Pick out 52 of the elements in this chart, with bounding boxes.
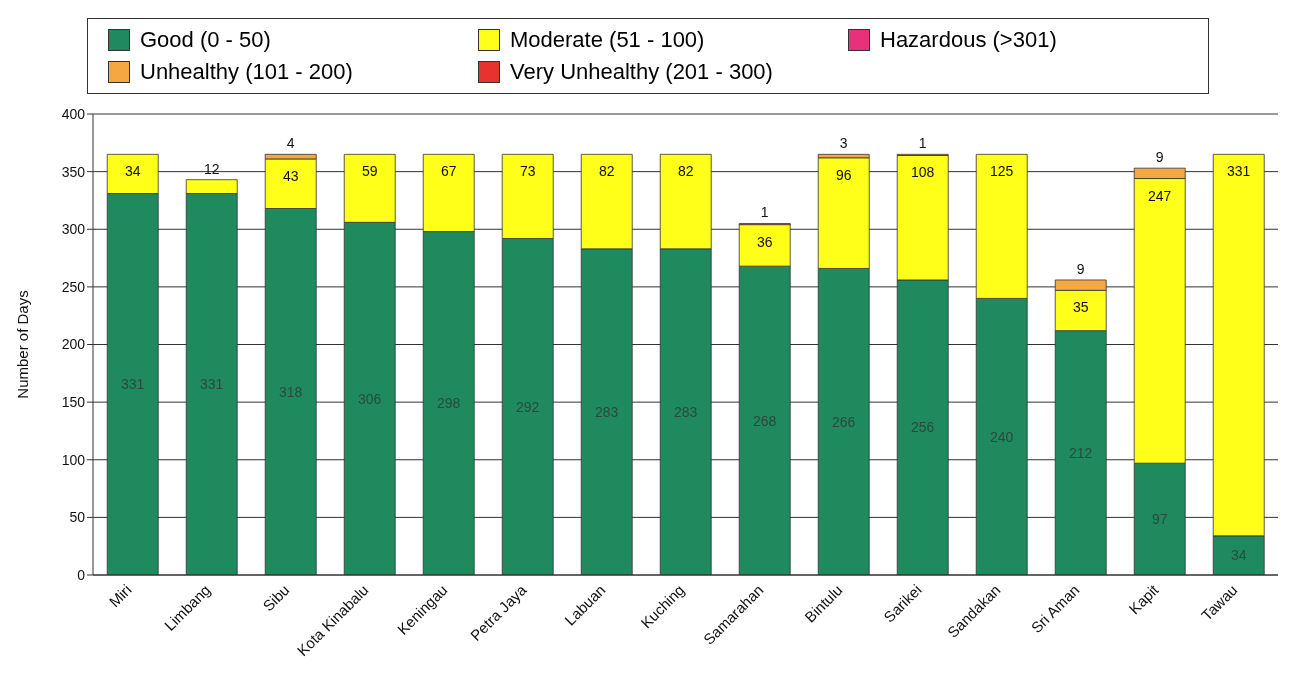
data-label: 266 bbox=[832, 413, 856, 430]
data-label: 96 bbox=[835, 166, 852, 183]
data-label: 292 bbox=[516, 398, 540, 415]
data-label: 3 bbox=[839, 135, 848, 152]
data-label: 331 bbox=[200, 376, 224, 393]
data-label: 35 bbox=[1072, 299, 1089, 316]
data-label: 283 bbox=[595, 403, 619, 420]
x-tick-label: Sibu bbox=[259, 581, 293, 615]
data-label: 67 bbox=[440, 163, 457, 180]
data-label: 247 bbox=[1148, 187, 1172, 204]
data-label: 1 bbox=[760, 204, 769, 221]
data-label: 298 bbox=[437, 395, 461, 412]
y-tick-label: 150 bbox=[61, 394, 86, 411]
data-label: 306 bbox=[358, 390, 382, 407]
y-tick-label: 250 bbox=[61, 278, 86, 295]
data-label: 34 bbox=[124, 163, 141, 180]
x-tick-label: Miri bbox=[105, 581, 135, 611]
data-label: 268 bbox=[753, 412, 777, 429]
data-label: 331 bbox=[1227, 163, 1251, 180]
data-label: 212 bbox=[1069, 444, 1093, 461]
data-label: 82 bbox=[598, 163, 615, 180]
data-label: 240 bbox=[990, 428, 1014, 445]
data-label: 1 bbox=[918, 135, 927, 152]
data-label: 97 bbox=[1151, 511, 1168, 528]
data-label: 331 bbox=[121, 376, 145, 393]
y-tick-label: 300 bbox=[61, 221, 86, 238]
legend-label: Moderate (51 - 100) bbox=[509, 27, 706, 53]
data-label: 43 bbox=[282, 167, 299, 184]
legend-label: Unhealthy (101 - 200) bbox=[139, 59, 354, 85]
y-tick-label: 0 bbox=[77, 566, 86, 583]
data-label: 34 bbox=[1230, 547, 1247, 564]
data-label: 73 bbox=[519, 163, 536, 180]
y-tick-label: 350 bbox=[61, 163, 86, 180]
y-tick-label: 50 bbox=[69, 509, 86, 526]
y-tick-label: 400 bbox=[61, 105, 86, 122]
legend-label: Very Unhealthy (201 - 300) bbox=[509, 59, 774, 85]
legend-label: Good (0 - 50) bbox=[139, 27, 272, 53]
data-label: 59 bbox=[361, 163, 378, 180]
y-tick-label: 200 bbox=[61, 336, 86, 353]
data-label: 36 bbox=[756, 233, 773, 250]
y-tick-label: 100 bbox=[61, 451, 86, 468]
data-label: 125 bbox=[990, 163, 1014, 180]
data-label: 256 bbox=[911, 419, 935, 436]
data-label: 9 bbox=[1076, 260, 1085, 277]
legend-label: Hazardous (>301) bbox=[879, 27, 1058, 53]
data-label: 318 bbox=[279, 383, 303, 400]
y-axis-title: Number of Days bbox=[14, 290, 32, 399]
data-label: 108 bbox=[911, 164, 935, 181]
data-label: 9 bbox=[1155, 149, 1164, 166]
data-label: 4 bbox=[286, 135, 295, 152]
data-label: 82 bbox=[677, 163, 694, 180]
data-label: 283 bbox=[674, 403, 698, 420]
